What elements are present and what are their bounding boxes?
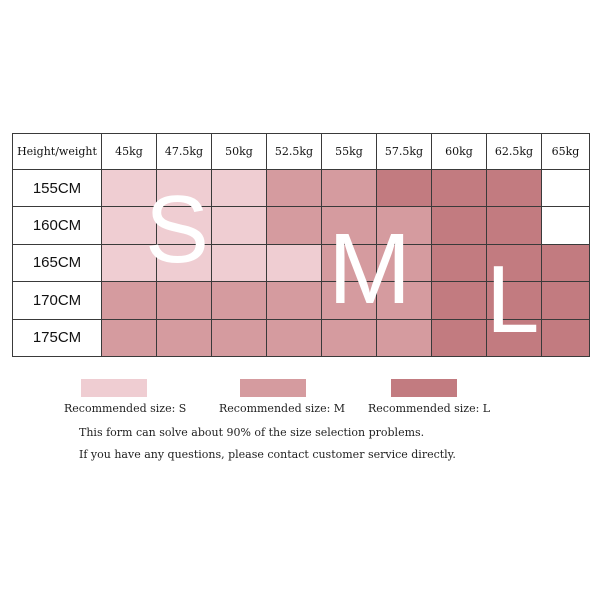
size-cell-m: [321, 243, 377, 283]
size-cell-l: [431, 168, 487, 208]
weight-header-row: Height/weight 45kg 47.5kg 50kg 52.5kg 55…: [12, 133, 590, 170]
size-cell-m: [156, 318, 212, 358]
weight-header: 62.5kg: [486, 133, 542, 170]
table-row: 175CM: [12, 318, 590, 358]
weight-header: 52.5kg: [266, 133, 322, 170]
corner-label: Height/weight: [12, 133, 102, 170]
legend-swatch-l: [391, 379, 457, 397]
weight-header: 57.5kg: [376, 133, 432, 170]
size-cell-s: [101, 168, 157, 208]
size-cell-l: [431, 318, 487, 358]
size-cell-m: [321, 206, 377, 245]
table-row: 160CM: [12, 206, 590, 245]
size-cell-m: [321, 281, 377, 320]
size-cell-empty: [541, 168, 590, 208]
size-cell-m: [266, 206, 322, 245]
height-label: 165CM: [12, 243, 102, 283]
legend-label-m: Recommended size: M: [219, 402, 346, 415]
size-cell-s: [156, 206, 212, 245]
size-cell-s: [156, 168, 212, 208]
size-cell-m: [211, 281, 267, 320]
size-cell-s: [156, 243, 212, 283]
size-cell-l: [486, 168, 542, 208]
size-cell-m: [211, 318, 267, 358]
size-table: Height/weight 45kg 47.5kg 50kg 52.5kg 55…: [12, 133, 590, 358]
size-cell-l: [541, 243, 590, 283]
height-label: 155CM: [12, 168, 102, 208]
size-cell-m: [101, 281, 157, 320]
size-cell-m: [101, 318, 157, 358]
size-cell-l: [486, 281, 542, 320]
contact-note: If you have any questions, please contac…: [79, 448, 456, 461]
size-cell-s: [101, 206, 157, 245]
height-label: 175CM: [12, 318, 102, 358]
size-cell-l: [486, 243, 542, 283]
legend-label-l: Recommended size: L: [368, 402, 491, 415]
size-cell-m: [266, 318, 322, 358]
size-cell-l: [486, 206, 542, 245]
size-cell-l: [431, 281, 487, 320]
size-cell-m: [376, 243, 432, 283]
table-row: 170CM: [12, 281, 590, 320]
size-cell-m: [376, 206, 432, 245]
size-cell-m: [266, 281, 322, 320]
size-cell-s: [101, 243, 157, 283]
weight-header: 50kg: [211, 133, 267, 170]
size-cell-s: [266, 243, 322, 283]
table-row: 155CM: [12, 168, 590, 208]
weight-header: 47.5kg: [156, 133, 212, 170]
size-cell-m: [376, 318, 432, 358]
size-cell-m: [321, 318, 377, 358]
size-cell-l: [486, 318, 542, 358]
height-label: 160CM: [12, 206, 102, 245]
size-cell-l: [376, 168, 432, 208]
weight-header: 60kg: [431, 133, 487, 170]
weight-header: 65kg: [541, 133, 590, 170]
size-cell-m: [376, 281, 432, 320]
size-cell-s: [211, 168, 267, 208]
size-cell-l: [431, 206, 487, 245]
size-cell-m: [156, 281, 212, 320]
size-chart: Height/weight 45kg 47.5kg 50kg 52.5kg 55…: [12, 133, 590, 358]
size-cell-m: [266, 168, 322, 208]
size-cell-s: [211, 243, 267, 283]
table-row: 165CM: [12, 243, 590, 283]
legend-swatch-s: [81, 379, 147, 397]
height-label: 170CM: [12, 281, 102, 320]
size-cell-empty: [541, 206, 590, 245]
size-cell-l: [541, 318, 590, 358]
info-note: This form can solve about 90% of the siz…: [79, 426, 425, 439]
legend-label-s: Recommended size: S: [64, 402, 187, 415]
weight-header: 55kg: [321, 133, 377, 170]
size-cell-l: [431, 243, 487, 283]
size-cell-l: [541, 281, 590, 320]
size-cell-m: [321, 168, 377, 208]
legend-swatch-m: [240, 379, 306, 397]
size-cell-s: [211, 206, 267, 245]
weight-header: 45kg: [101, 133, 157, 170]
